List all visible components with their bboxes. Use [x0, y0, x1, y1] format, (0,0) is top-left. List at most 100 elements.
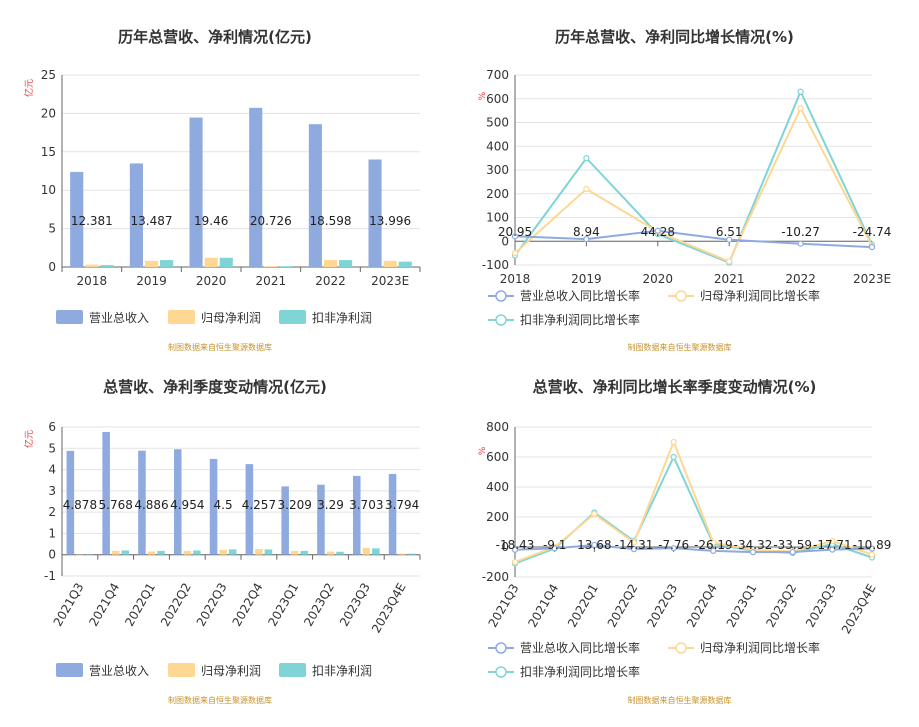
legend-label: 营业总收入 — [89, 664, 149, 678]
data-point — [630, 539, 638, 546]
y-tick-label: 100 — [486, 211, 509, 225]
legend-label: 营业总收入 — [89, 311, 149, 325]
bar — [279, 266, 293, 267]
data-point — [511, 250, 519, 257]
x-tick-label: 2023E — [371, 274, 409, 288]
x-tick-label: 2020 — [196, 274, 227, 288]
legend-label: 归母净利润同比增长率 — [700, 288, 820, 303]
legend-marker — [495, 290, 507, 302]
x-tick-label: 2021 — [256, 274, 287, 288]
chart-title: 总营收、净利同比增长率季度变动情况(%) — [533, 378, 817, 396]
x-tick-label: 2022Q3 — [644, 582, 680, 630]
x-tick-label: 2022Q4 — [684, 582, 720, 630]
x-tick-label: 2021Q3 — [486, 582, 522, 630]
y-tick-label: 0 — [48, 260, 56, 274]
bar — [388, 473, 397, 555]
data-point — [726, 236, 733, 243]
data-point — [829, 537, 836, 545]
chart-title: 历年总营收、净利同比增长情况(%) — [555, 28, 794, 46]
x-tick-label: 2022 — [785, 272, 816, 286]
x-tick-label: 2021 — [714, 272, 745, 286]
bar — [245, 464, 254, 555]
data-label: 3.794 — [385, 498, 419, 512]
legend-label: 归母净利润 — [201, 311, 261, 325]
data-point — [726, 258, 733, 265]
bar — [281, 486, 289, 555]
bar — [290, 550, 299, 555]
data-point — [797, 88, 804, 95]
data-point — [551, 545, 558, 552]
data-label: 3.29 — [317, 498, 344, 512]
data-point — [583, 155, 590, 162]
unit-label: % — [478, 446, 488, 455]
source-note: 制图数据来自恒生聚源数据库 — [628, 695, 732, 705]
bar — [255, 548, 263, 555]
y-tick-label: 25 — [41, 68, 56, 82]
legend-label: 扣非净利润 — [312, 311, 372, 325]
data-label: -26.19 — [694, 538, 733, 552]
x-tick-label: 2022Q3 — [194, 581, 230, 629]
data-label: 13.996 — [369, 214, 411, 228]
data-point — [591, 541, 598, 549]
y-tick-label: 800 — [486, 420, 509, 434]
y-tick-label: 0 — [501, 540, 509, 554]
y-tick-label: 3 — [48, 484, 56, 498]
bar — [121, 550, 130, 555]
y-tick-label: 10 — [41, 183, 56, 197]
data-label: 4.954 — [170, 498, 204, 512]
chart-svg: 历年总营收、净利同比增长情况(%)% -100 0 100 200 300 400 500 60… — [478, 28, 891, 352]
legend-swatch — [168, 663, 195, 677]
series-line — [514, 543, 873, 554]
bar — [160, 260, 174, 267]
unit-label: 亿元 — [23, 79, 35, 97]
bar — [183, 550, 192, 555]
data-label: 3.209 — [278, 498, 312, 512]
source-note: 制图数据来自恒生聚源数据库 — [168, 695, 272, 705]
x-tick-label: 2022Q4 — [230, 581, 266, 629]
data-label: 4.886 — [134, 498, 168, 512]
data-label: 20.726 — [250, 214, 292, 228]
unit-label: 亿元 — [23, 430, 35, 448]
legend-label: 营业总收入同比增长率 — [520, 640, 640, 655]
chart-title: 总营收、净利季度变动情况(亿元) — [103, 378, 327, 396]
bar — [326, 551, 335, 555]
bar — [300, 550, 309, 555]
legend-marker — [495, 314, 507, 326]
chart-annual-revenue-profit: 历年总营收、净利情况(亿元) 亿元 0 5 10 15 20 25 2018 2019 2020 20… — [0, 0, 460, 364]
bar — [70, 171, 84, 267]
chart-title: 历年总营收、净利情况(亿元) — [118, 28, 312, 46]
bar — [368, 159, 382, 267]
source-note: 制图数据来自恒生聚源数据库 — [628, 342, 732, 352]
y-tick-label: -1 — [44, 569, 56, 583]
bar — [138, 450, 146, 555]
bar — [264, 266, 278, 267]
chart-svg: 历年总营收、净利情况(亿元) 亿元 0 5 10 15 20 25 2018 2019 2020 20… — [23, 28, 421, 352]
x-tick-label: 2023Q4E — [369, 581, 409, 636]
bar — [264, 549, 273, 555]
bar — [173, 449, 182, 555]
data-label: 18.598 — [310, 214, 352, 228]
x-tick-label: 2022Q1 — [122, 581, 158, 629]
data-point — [583, 185, 590, 193]
data-label: -33.59 — [773, 538, 812, 552]
data-label: 4.257 — [242, 498, 276, 512]
legend-label: 扣非净利润 — [312, 664, 372, 678]
data-label: -10.89 — [853, 538, 892, 552]
data-label: 5.768 — [99, 498, 133, 512]
x-tick-label: 2023Q4E — [839, 582, 879, 637]
bar — [249, 107, 263, 268]
data-label: -10.27 — [781, 225, 820, 239]
bar — [129, 163, 143, 267]
y-tick-label: 0 — [48, 548, 56, 562]
data-point — [789, 548, 796, 556]
bar — [157, 550, 165, 555]
data-label: 12.381 — [71, 214, 113, 228]
bar — [189, 117, 203, 267]
y-tick-label: 5 — [48, 222, 56, 236]
bar — [352, 475, 361, 555]
bar — [398, 261, 412, 267]
x-tick-label: 2019 — [571, 272, 602, 286]
data-point — [868, 551, 876, 558]
x-tick-label: 2021Q3 — [51, 581, 87, 629]
data-point — [710, 547, 717, 555]
